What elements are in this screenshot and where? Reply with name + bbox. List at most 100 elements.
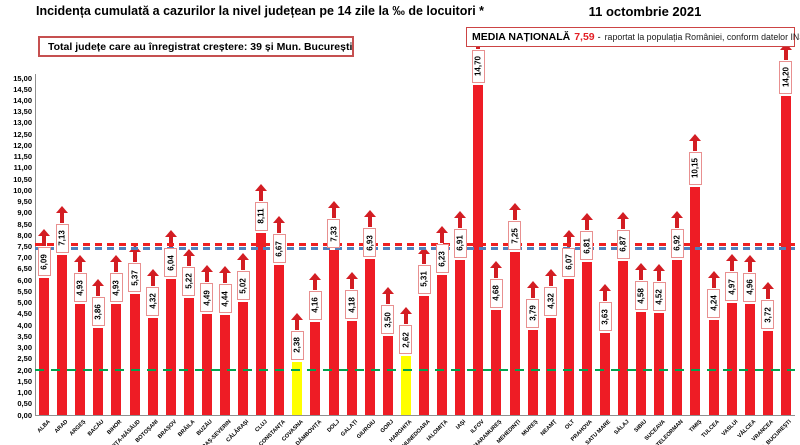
increase-arrow-icon (164, 230, 177, 248)
bar-value-text: 4,18 (347, 296, 357, 313)
bar-covasna (292, 361, 303, 415)
y-axis-tick-label: 3,00 (17, 343, 32, 353)
arrow-shaft (621, 218, 626, 229)
arrow-shaft (114, 262, 119, 273)
bar-value-label: 6,87 (616, 229, 630, 259)
bar-constan-a (274, 265, 285, 415)
bar-value-text: 4,96 (745, 279, 755, 295)
arrow-head (526, 280, 539, 288)
bar-teleorman (672, 259, 683, 415)
y-axis-tick-label: 13,50 (13, 107, 32, 117)
increase-arrow-icon (291, 312, 304, 330)
arrow-head (689, 133, 702, 141)
y-axis-tick-label: 10,00 (13, 185, 32, 195)
arrow-shaft (403, 314, 408, 325)
bar-sibiu (636, 312, 647, 415)
increase-arrow-icon (544, 268, 557, 286)
y-axis-tick-label: 1,00 (17, 388, 32, 398)
arrow-head (761, 282, 774, 290)
bar-value-label: 14,70 (471, 49, 485, 83)
bar-value-label: 4,52 (652, 282, 666, 312)
bar-value-label: 4,93 (109, 273, 123, 303)
threshold-blue-line (35, 246, 795, 250)
bar-value-label: 6,92 (670, 228, 684, 258)
bar-bra-ov (165, 279, 176, 415)
arrow-shaft (223, 273, 227, 284)
arrow-shaft (440, 233, 445, 244)
arrow-shaft (42, 236, 47, 247)
bar-bihor (111, 304, 122, 415)
bar-value-text: 4,44 (220, 290, 230, 307)
bar-value-label: 3,63 (598, 302, 612, 332)
bar-cluj (256, 232, 267, 415)
x-axis-label-arad: ARAD (53, 419, 70, 435)
bar-value-label: 4,96 (743, 272, 757, 302)
bar-value-label: 5,22 (182, 266, 196, 296)
x-axis-label-bihor: BIHOR (106, 419, 124, 436)
arrow-shaft (657, 271, 662, 282)
arrow-shaft (349, 279, 354, 290)
x-axis-label-tulcea: TULCEA (700, 419, 721, 440)
bar-boto-ani (147, 317, 158, 415)
bar-value-label: 4,93 (73, 273, 87, 303)
increase-arrow-icon (671, 210, 684, 228)
bar-br-ila (183, 297, 194, 415)
y-axis-tick-label: 4,50 (17, 309, 32, 319)
bar-prahova (581, 262, 592, 415)
arrow-head (200, 265, 213, 273)
bar-value-text: 6,09 (39, 253, 49, 270)
increase-arrow-icon (725, 254, 738, 272)
bar-gorj (382, 336, 393, 415)
y-axis-tick-label: 8,00 (17, 230, 32, 240)
increase-arrow-icon (363, 210, 376, 228)
bar-value-text: 4,93 (75, 279, 85, 296)
arrow-head (544, 268, 557, 276)
bar-value-label: 6,09 (37, 247, 51, 277)
bar-mure- (527, 329, 538, 415)
bar-value-label: 6,23 (435, 244, 449, 274)
bar-value-text: 6,23 (437, 250, 447, 267)
increase-arrow-icon (562, 229, 575, 247)
y-axis-tick-label: 1,50 (17, 376, 32, 386)
arrow-shaft (96, 286, 101, 297)
bar-value-text: 3,72 (763, 307, 773, 323)
national-average-note: raportat la populația României, conform … (604, 32, 800, 42)
increase-arrow-icon (309, 272, 322, 290)
arrow-shaft (747, 261, 752, 272)
arrow-shaft (729, 261, 734, 272)
arrow-shaft (530, 287, 535, 298)
bar-v-lcea (744, 303, 755, 415)
arrow-head (454, 210, 467, 218)
bar-value-text: 5,22 (184, 273, 194, 290)
increase-arrow-icon (617, 211, 630, 229)
bar-value-text: 10,15 (690, 158, 700, 179)
bar-value-label: 4,58 (634, 281, 648, 311)
arrow-head (38, 229, 51, 237)
y-axis-tick-label: 14,50 (13, 84, 32, 94)
bar-value-label: 14,20 (779, 60, 793, 94)
arrow-shaft (639, 270, 644, 281)
bar-value-label: 2,62 (399, 325, 413, 355)
bar-value-label: 3,79 (526, 298, 540, 328)
total-counties-box: Total județe care au înregistrat creșter… (38, 36, 354, 57)
arrow-head (490, 260, 503, 268)
increase-arrow-icon (273, 216, 286, 234)
bar-giurgiu (364, 259, 375, 415)
increase-arrow-icon (508, 203, 521, 221)
chart-date: 11 octombrie 2021 (588, 4, 702, 19)
bar-gala-i (346, 321, 357, 415)
arrow-shaft (259, 190, 264, 201)
increase-arrow-icon (454, 210, 467, 228)
arrow-head (381, 287, 394, 295)
bar-vaslui (726, 303, 737, 415)
bar-value-text: 6,07 (564, 254, 574, 270)
bar-value-text: 7,33 (329, 226, 339, 242)
bar-value-label: 3,86 (91, 297, 105, 327)
arrow-shaft (241, 260, 246, 271)
increase-arrow-icon (707, 270, 720, 288)
bar-value-label: 6,81 (580, 231, 594, 260)
y-axis-tick-label: 3,50 (17, 331, 32, 341)
y-axis-tick-label: 7,00 (17, 253, 32, 263)
arrow-shaft (783, 49, 788, 60)
